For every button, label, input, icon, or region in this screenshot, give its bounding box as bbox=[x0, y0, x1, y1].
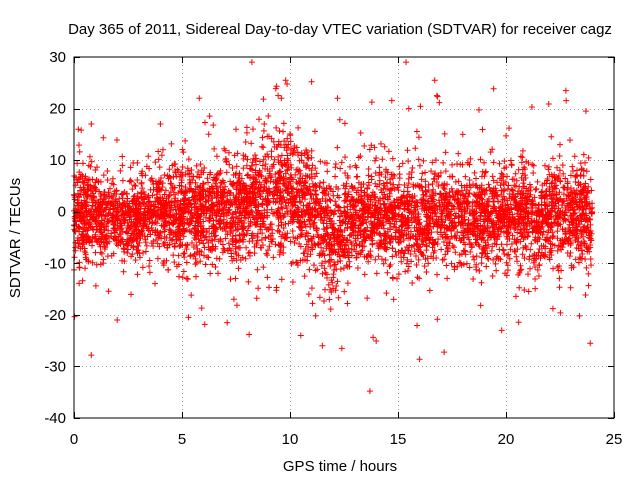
chart-svg: 0510152025-40-30-20-100102030 Day 365 of… bbox=[0, 0, 640, 480]
chart: 0510152025-40-30-20-100102030 Day 365 of… bbox=[0, 0, 640, 480]
